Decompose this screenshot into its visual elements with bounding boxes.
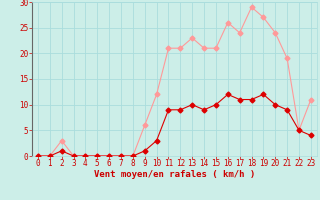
X-axis label: Vent moyen/en rafales ( km/h ): Vent moyen/en rafales ( km/h ) xyxy=(94,170,255,179)
